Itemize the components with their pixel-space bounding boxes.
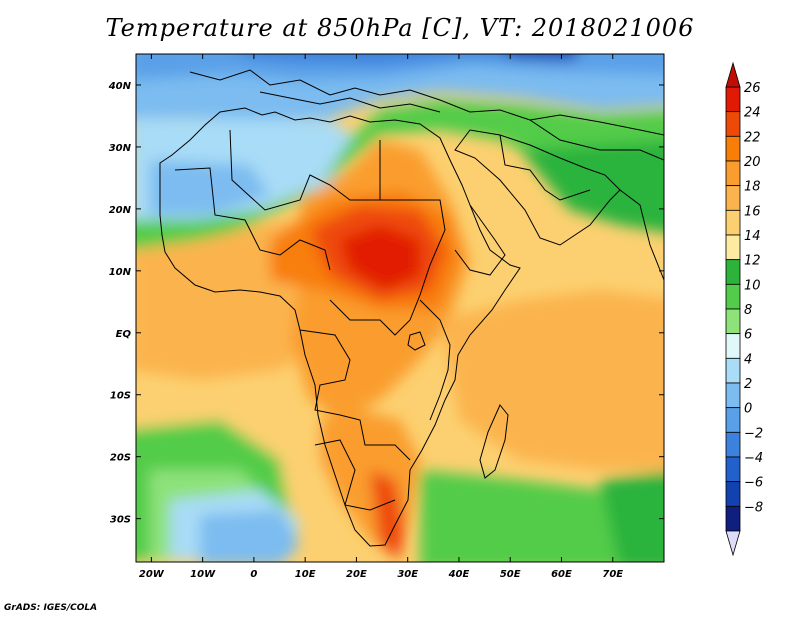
colorbar-swatch — [725, 357, 741, 384]
green-arabia — [520, 141, 664, 233]
colorbar-swatch — [725, 160, 741, 187]
country-border-9 — [529, 119, 664, 161]
coastlines — [159, 69, 664, 547]
x-tick-label: 10W — [190, 569, 216, 580]
hottest-core — [340, 225, 420, 290]
x-tick-label: 50E — [500, 569, 521, 580]
colorbar-swatch — [725, 333, 741, 359]
x-tick-label: 60E — [551, 569, 572, 580]
colorbar-label: −4 — [744, 451, 763, 466]
cold-core-north — [507, 54, 577, 60]
lake-victoria — [407, 331, 426, 351]
country-border-3 — [329, 199, 446, 336]
colorbar-label: 2 — [744, 377, 752, 392]
colorbar-label: 4 — [744, 352, 752, 367]
colorbar-swatch — [725, 185, 741, 211]
colorbar-label: 12 — [744, 254, 761, 269]
map-frame — [135, 53, 665, 563]
country-border-6 — [419, 299, 451, 421]
colder-south-atlantic — [200, 510, 300, 562]
map-title: Temperature at 850hPa [C], VT: 201802100… — [105, 14, 695, 42]
colorbar-swatch — [725, 505, 741, 532]
green-belt-north — [136, 100, 664, 249]
y-tick-label: 20N — [109, 205, 132, 216]
y-tick-label: 10N — [109, 267, 132, 278]
colorbar-label: −6 — [744, 476, 763, 491]
temperature-shading — [136, 54, 664, 562]
colorbar-label: 22 — [744, 130, 761, 145]
colorbar-swatch — [725, 481, 741, 507]
country-border-7 — [454, 204, 506, 276]
x-tick-label: 70E — [602, 569, 623, 580]
y-tick-label: 10S — [110, 391, 131, 402]
india-coastline — [619, 189, 664, 281]
europe-coastline — [189, 69, 664, 136]
colorbar-label: 8 — [744, 303, 752, 318]
mediterranean-coastline — [259, 91, 441, 113]
temperature-field — [136, 54, 664, 562]
colorbar-label: −2 — [744, 426, 763, 441]
grads-credit: GrADS: IGES/COLA — [4, 603, 98, 613]
colorbar-label: 14 — [744, 229, 761, 244]
darker-green-southern-ocean — [600, 472, 664, 562]
x-tick-label: 40E — [448, 569, 470, 580]
y-tick-label: 30N — [109, 143, 132, 154]
y-tick-label: 20S — [110, 453, 131, 464]
country-border-1 — [229, 129, 381, 211]
y-tick-label: 40N — [108, 81, 132, 92]
africa-coastline — [159, 107, 521, 547]
colorbar-label: 18 — [744, 180, 761, 195]
x-tick-label: 20W — [139, 569, 165, 580]
colorbar-swatch — [725, 259, 741, 285]
colorbar-swatch — [725, 308, 741, 335]
country-border-4 — [299, 329, 411, 461]
colorbar-swatch — [725, 135, 741, 162]
colorbar-swatch — [725, 382, 741, 409]
x-tick-label: 20E — [346, 569, 367, 580]
colorbar-swatch — [725, 456, 741, 483]
y-tick-label: EQ — [116, 329, 132, 340]
colorbar-swatch — [725, 111, 741, 137]
colorbar-swatch — [725, 234, 741, 261]
latitude-axis: 40N 30N 20N 10N EQ 10S 20S 30S — [108, 81, 664, 526]
country-border-5 — [314, 439, 396, 511]
country-border-8 — [499, 134, 591, 201]
colorbar-bottom-arrow — [725, 530, 741, 557]
x-tick-label: 10E — [295, 569, 316, 580]
colorbar-label: 24 — [744, 106, 761, 121]
colorbar-swatch — [725, 407, 741, 433]
arabia-coastline — [454, 129, 621, 246]
country-border-2 — [174, 167, 331, 271]
madagascar-coastline — [479, 404, 509, 479]
colder-region-north — [136, 54, 664, 80]
colorbar-label: 26 — [744, 81, 761, 96]
colorbar-swatch — [725, 86, 741, 113]
longitude-axis: 20W 10W 0 10E 20E 30E 40E 50E 60E 70E — [139, 54, 623, 580]
colorbar-swatch — [725, 431, 741, 458]
colorbar-label: 0 — [744, 402, 752, 417]
colorbar-label: −8 — [744, 500, 763, 515]
x-tick-label: 30E — [397, 569, 418, 580]
colorbar-top-arrow — [725, 61, 741, 88]
colorbar-label: 16 — [744, 204, 761, 219]
colorbar-label: 6 — [744, 328, 752, 343]
y-tick-label: 30S — [110, 515, 131, 526]
cool-west-sahara — [150, 160, 270, 215]
orange-indian-ocean — [440, 290, 664, 470]
colorbar-label: 20 — [744, 155, 761, 170]
x-tick-label: 0 — [250, 569, 257, 580]
hot-south-africa — [370, 470, 405, 560]
colorbar-swatch — [725, 283, 741, 310]
colorbar-label: 10 — [744, 278, 761, 293]
colorbar-swatch — [725, 209, 741, 236]
